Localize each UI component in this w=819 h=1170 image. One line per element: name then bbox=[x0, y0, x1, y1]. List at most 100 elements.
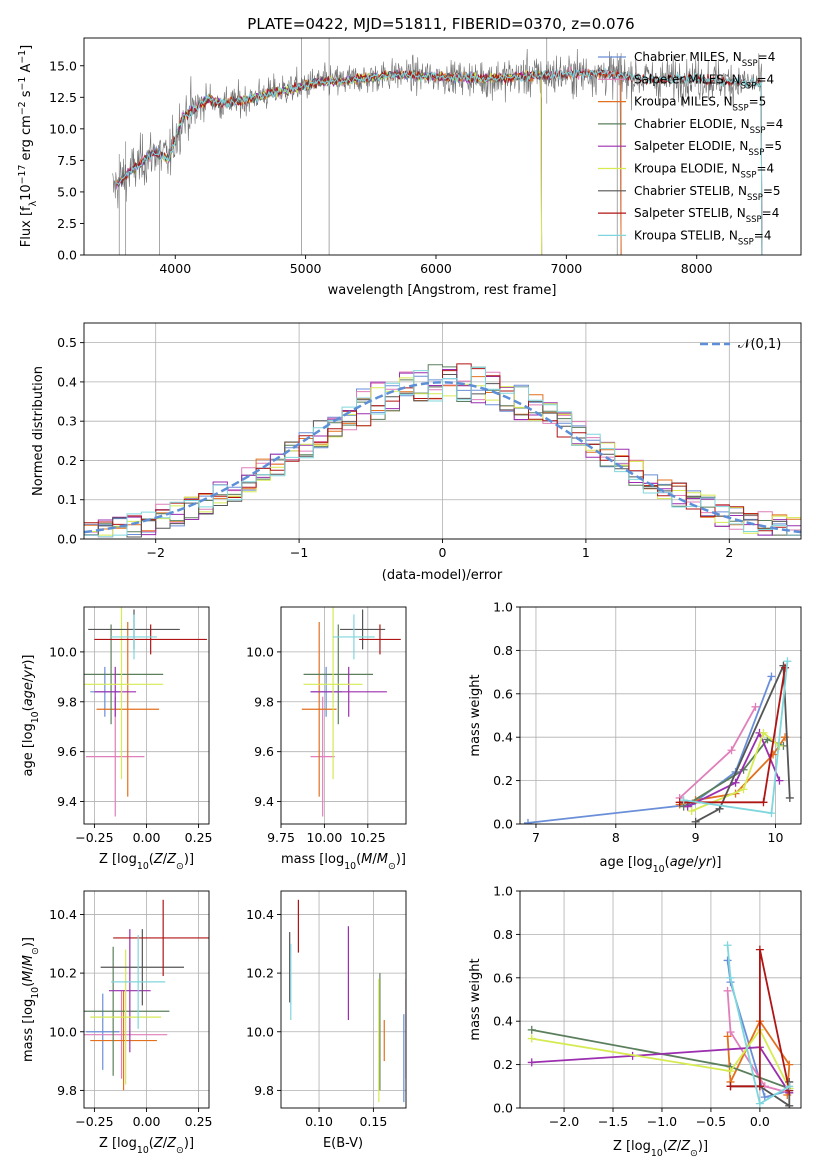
y-tick-label: 9.6 bbox=[57, 744, 77, 759]
axes-frame bbox=[280, 606, 407, 825]
legend-label-main: Chabrier STELIB, N bbox=[634, 184, 747, 198]
legend-label-tail: =4 bbox=[766, 117, 784, 131]
histogram-series-line bbox=[84, 366, 801, 538]
mass-weight-marker bbox=[726, 1067, 735, 1076]
y-tick-label: 7.5 bbox=[57, 153, 77, 168]
mass-vs-ebv-panel: 0.10 0.15 9.8 10.0 10.2 10.4 E(B-V) bbox=[246, 890, 407, 1151]
label-part: ⊙ bbox=[388, 861, 396, 872]
mass-weight-series-line bbox=[726, 945, 790, 1106]
y-tick-label: 0.0 bbox=[493, 817, 513, 832]
label-part: 10 bbox=[30, 987, 41, 999]
label-part: ( bbox=[21, 706, 36, 711]
label-part: ⊙ bbox=[30, 947, 41, 955]
legend-label-sub: SSP bbox=[741, 81, 757, 91]
line-series-group bbox=[523, 657, 794, 824]
y-tick-label: 2.5 bbox=[57, 216, 77, 231]
legend-label: 𝒩(0,1) bbox=[738, 337, 781, 352]
label-part: ( bbox=[663, 1139, 668, 1154]
y-tick-label: 0.6 bbox=[493, 970, 513, 985]
x-axis-label: Z [log10(Z/Z⊙)] bbox=[99, 1136, 194, 1156]
x-tick-label: 4000 bbox=[159, 261, 191, 276]
normal-curve-line bbox=[84, 381, 801, 534]
y-tick-label: 0.2 bbox=[493, 773, 513, 788]
spectrum-series-group bbox=[112, 38, 763, 255]
label-part: M bbox=[377, 852, 388, 867]
y-tick-label: 10.0 bbox=[49, 1024, 77, 1039]
label-part: Z bbox=[166, 1136, 177, 1151]
x-tick-label: 0.25 bbox=[185, 830, 213, 845]
mass-weight-marker bbox=[679, 796, 688, 805]
x-tick-label: −1.5 bbox=[598, 1114, 628, 1129]
label-part: λ bbox=[28, 200, 39, 206]
mass-weight-series-line bbox=[687, 730, 781, 808]
label-part: −1 bbox=[17, 77, 28, 91]
y-tick-label: 10.0 bbox=[49, 121, 77, 136]
x-axis-label: Z [log10(Z/Z⊙)] bbox=[99, 852, 194, 872]
legend-label-sub: SSP bbox=[741, 171, 757, 181]
x-tick-label: 8000 bbox=[681, 261, 713, 276]
legend-label: Chabrier ELODIE, NSSP=4 bbox=[634, 117, 783, 136]
y-axis-label: mass weight bbox=[468, 958, 483, 1040]
y-tick-label: 0.6 bbox=[493, 686, 513, 701]
y-axis-label: mass weight bbox=[468, 674, 483, 756]
errorbar-group bbox=[84, 899, 209, 1091]
label-part: Z [log bbox=[613, 1139, 651, 1154]
age-vs-Z-panel: −0.25 0.00 0.259.49.69.810.0Z [log10(Z/Z⊙)… bbox=[21, 606, 213, 872]
label-part: / bbox=[163, 1136, 168, 1151]
mass-weight-marker bbox=[726, 973, 735, 982]
legend-label-tail: =4 bbox=[756, 72, 774, 86]
label-part: 10 bbox=[137, 1145, 149, 1156]
label-part: )] bbox=[21, 937, 36, 947]
label-part: −2 bbox=[17, 101, 28, 115]
y-tick-label: 9.8 bbox=[254, 1083, 274, 1098]
mass-weight-marker bbox=[527, 1058, 536, 1067]
y-tick-label: 9.4 bbox=[57, 794, 77, 809]
legend-label: Salpeter MILES, NSSP=4 bbox=[634, 72, 774, 91]
mass-weight-marker bbox=[767, 809, 776, 818]
mass-weight-marker bbox=[727, 746, 736, 755]
x-tick-label: 0.00 bbox=[133, 1114, 161, 1129]
x-axis-label: age [log10(age/yr)] bbox=[599, 855, 721, 875]
y-tick-label: 9.8 bbox=[254, 694, 274, 709]
legend-label-sub: SSP bbox=[750, 126, 766, 136]
mass-weight-marker bbox=[723, 956, 732, 965]
x-tick-label: 7000 bbox=[550, 261, 582, 276]
x-tick-label: 0.10 bbox=[305, 1114, 333, 1129]
y-tick-label: 0.4 bbox=[493, 1014, 513, 1029]
errorbar-group bbox=[289, 899, 406, 1103]
x-tick-label: −2 bbox=[146, 545, 164, 560]
mass-weight-series-line bbox=[691, 731, 780, 812]
mass-weight-marker bbox=[785, 1101, 794, 1108]
model-series-line bbox=[116, 68, 622, 255]
label-part: 10 bbox=[651, 1148, 663, 1159]
y-tick-label: 0.0 bbox=[493, 1101, 513, 1116]
label-part: ( bbox=[21, 982, 36, 987]
legend-label-sub: SSP bbox=[733, 104, 749, 114]
axes-frame bbox=[83, 322, 802, 540]
axes-frame bbox=[519, 606, 802, 825]
x-tick-label: −0.5 bbox=[696, 1114, 726, 1129]
mass-weight-marker bbox=[723, 1032, 732, 1041]
mass-weight-marker bbox=[767, 672, 776, 681]
mass-weight-marker bbox=[739, 785, 748, 794]
label-part: ] bbox=[19, 45, 34, 50]
label-part: ⊙ bbox=[690, 1148, 698, 1159]
y-axis-label: Normed distribution bbox=[31, 366, 46, 496]
x-tick-label: 7 bbox=[532, 830, 540, 845]
label-part: M bbox=[21, 971, 36, 982]
mass-weight-vs-Z-panel: −2.0 −1.5 −1.0 −0.5 0.0 0.0 0.2 0.4 0.6 0.8 1.0 Z [… bbox=[468, 884, 802, 1159]
label-part: )] bbox=[711, 855, 721, 870]
x-axis-label: wavelength [Angstrom, rest frame] bbox=[328, 283, 557, 298]
label-part: / bbox=[21, 966, 36, 971]
errorbar-group bbox=[301, 607, 401, 817]
y-tick-label: 0.2 bbox=[57, 453, 77, 468]
y-tick-label: 0.2 bbox=[493, 1057, 513, 1072]
legend-label-sub: SSP bbox=[738, 237, 754, 247]
mass-weight-marker bbox=[723, 986, 732, 995]
label-part: )] bbox=[21, 654, 36, 664]
y-tick-label: 9.8 bbox=[57, 1083, 77, 1098]
label-part: )] bbox=[396, 852, 406, 867]
label-part: Flux [f bbox=[19, 206, 34, 247]
